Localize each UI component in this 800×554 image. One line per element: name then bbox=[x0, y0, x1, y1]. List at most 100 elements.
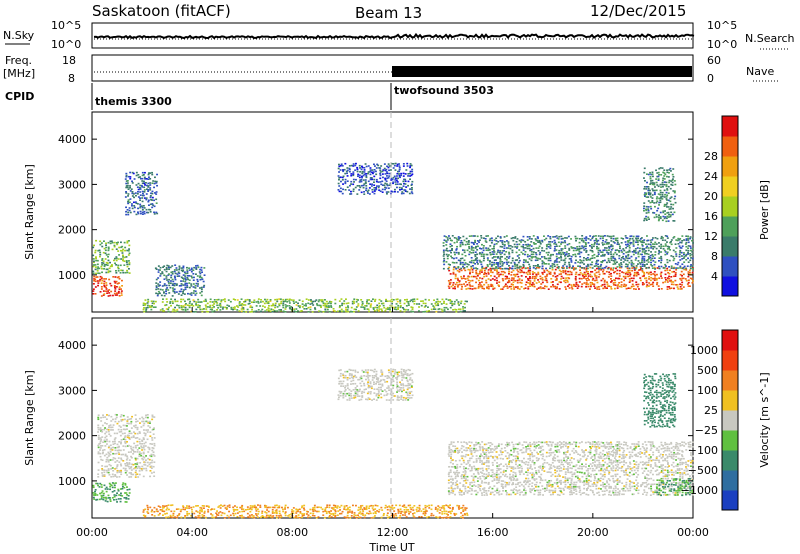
echo-cell bbox=[114, 288, 117, 290]
echo-cell bbox=[641, 247, 644, 250]
echo-cell bbox=[346, 512, 349, 514]
echo-cell bbox=[618, 272, 621, 275]
echo-cell bbox=[180, 306, 183, 309]
echo-cell bbox=[633, 273, 636, 276]
echo-cell bbox=[513, 273, 515, 276]
echo-cell bbox=[261, 308, 264, 311]
echo-cell bbox=[173, 309, 176, 311]
echo-cell bbox=[449, 299, 452, 301]
echo-cell bbox=[523, 287, 525, 290]
echo-cell bbox=[174, 300, 177, 303]
echo-cell bbox=[652, 189, 654, 192]
echo-cell bbox=[501, 240, 504, 242]
echo-cell bbox=[649, 171, 651, 174]
echo-cell bbox=[608, 235, 611, 238]
echo-cell bbox=[569, 258, 572, 260]
echo-cell bbox=[646, 245, 649, 248]
echo-cell bbox=[605, 239, 608, 241]
echo-cell bbox=[188, 267, 190, 269]
echo-cell bbox=[555, 245, 558, 247]
echo-cell bbox=[670, 183, 673, 186]
echo-cell bbox=[378, 185, 380, 187]
echo-cell bbox=[338, 163, 340, 166]
echo-cell bbox=[472, 251, 475, 254]
echo-cell bbox=[440, 308, 443, 311]
echo-cell bbox=[369, 178, 372, 181]
echo-cell bbox=[570, 238, 572, 240]
echo-cell bbox=[103, 475, 106, 477]
echo-cell bbox=[478, 259, 481, 262]
echo-cell bbox=[610, 267, 612, 270]
echo-cell bbox=[175, 284, 178, 286]
echo-cell bbox=[378, 298, 381, 301]
echo-cell bbox=[389, 308, 391, 311]
echo-cell bbox=[393, 164, 396, 167]
echo-cell bbox=[103, 469, 106, 471]
echo-cell bbox=[106, 264, 109, 266]
echo-cell bbox=[557, 266, 560, 268]
echo-cell bbox=[362, 371, 365, 373]
echo-cell bbox=[602, 235, 605, 238]
echo-cell bbox=[321, 300, 324, 303]
echo-cell bbox=[409, 165, 412, 167]
echo-cell bbox=[513, 261, 516, 264]
echo-cell bbox=[165, 290, 167, 292]
echo-cell bbox=[610, 286, 612, 288]
echo-cell bbox=[589, 259, 591, 261]
echo-cell bbox=[126, 242, 129, 244]
echo-cell bbox=[307, 302, 310, 305]
echo-cell bbox=[128, 248, 130, 250]
echo-cell bbox=[219, 306, 222, 308]
echo-cell bbox=[126, 436, 129, 439]
echo-cell bbox=[574, 247, 577, 250]
echo-cell bbox=[174, 278, 177, 281]
echo-cell bbox=[305, 305, 307, 307]
echo-cell bbox=[356, 385, 359, 387]
echo-cell bbox=[566, 273, 569, 276]
echo-cell bbox=[226, 514, 229, 517]
echo-cell bbox=[501, 263, 504, 265]
echo-cell bbox=[657, 253, 660, 255]
echo-cell bbox=[112, 294, 114, 297]
echo-cell bbox=[560, 235, 563, 238]
echo-cell bbox=[368, 193, 371, 195]
echo-cell bbox=[597, 271, 600, 273]
echo-cell bbox=[153, 506, 156, 509]
echo-cell bbox=[128, 430, 131, 432]
echo-cell bbox=[182, 267, 185, 269]
echo-cell bbox=[370, 300, 373, 302]
echo-cell bbox=[669, 167, 672, 170]
echo-cell bbox=[173, 284, 176, 287]
echo-cell bbox=[145, 467, 148, 470]
echo-cell bbox=[142, 509, 145, 511]
echo-cell bbox=[384, 173, 387, 175]
echo-cell bbox=[357, 175, 359, 177]
echo-cell bbox=[120, 439, 123, 441]
echo-cell bbox=[197, 298, 200, 301]
echo-cell bbox=[407, 173, 410, 175]
echo-cell bbox=[473, 243, 475, 245]
echo-cell bbox=[354, 391, 357, 393]
echo-cell bbox=[390, 169, 392, 171]
echo-cell bbox=[456, 269, 459, 272]
echo-cell bbox=[620, 249, 623, 252]
echo-cell bbox=[666, 261, 669, 264]
echo-cell bbox=[108, 289, 111, 291]
echo-cell bbox=[489, 263, 491, 265]
echo-cell bbox=[112, 475, 115, 478]
noise-right-label: N.Search bbox=[745, 32, 795, 45]
cpid-mode-twofsound: twofsound 3503 bbox=[394, 84, 494, 97]
echo-cell bbox=[656, 172, 659, 174]
echo-cell bbox=[582, 259, 585, 262]
echo-cell bbox=[108, 426, 110, 429]
echo-cell bbox=[134, 426, 137, 429]
echo-cell bbox=[147, 512, 150, 514]
echo-cell bbox=[639, 238, 642, 240]
echo-cell bbox=[134, 192, 137, 194]
echo-cell bbox=[459, 261, 462, 264]
echo-cell bbox=[666, 169, 668, 171]
echo-cell bbox=[186, 277, 189, 279]
echo-cell bbox=[499, 253, 502, 256]
echo-cell bbox=[128, 492, 131, 494]
echo-cell bbox=[645, 196, 648, 198]
